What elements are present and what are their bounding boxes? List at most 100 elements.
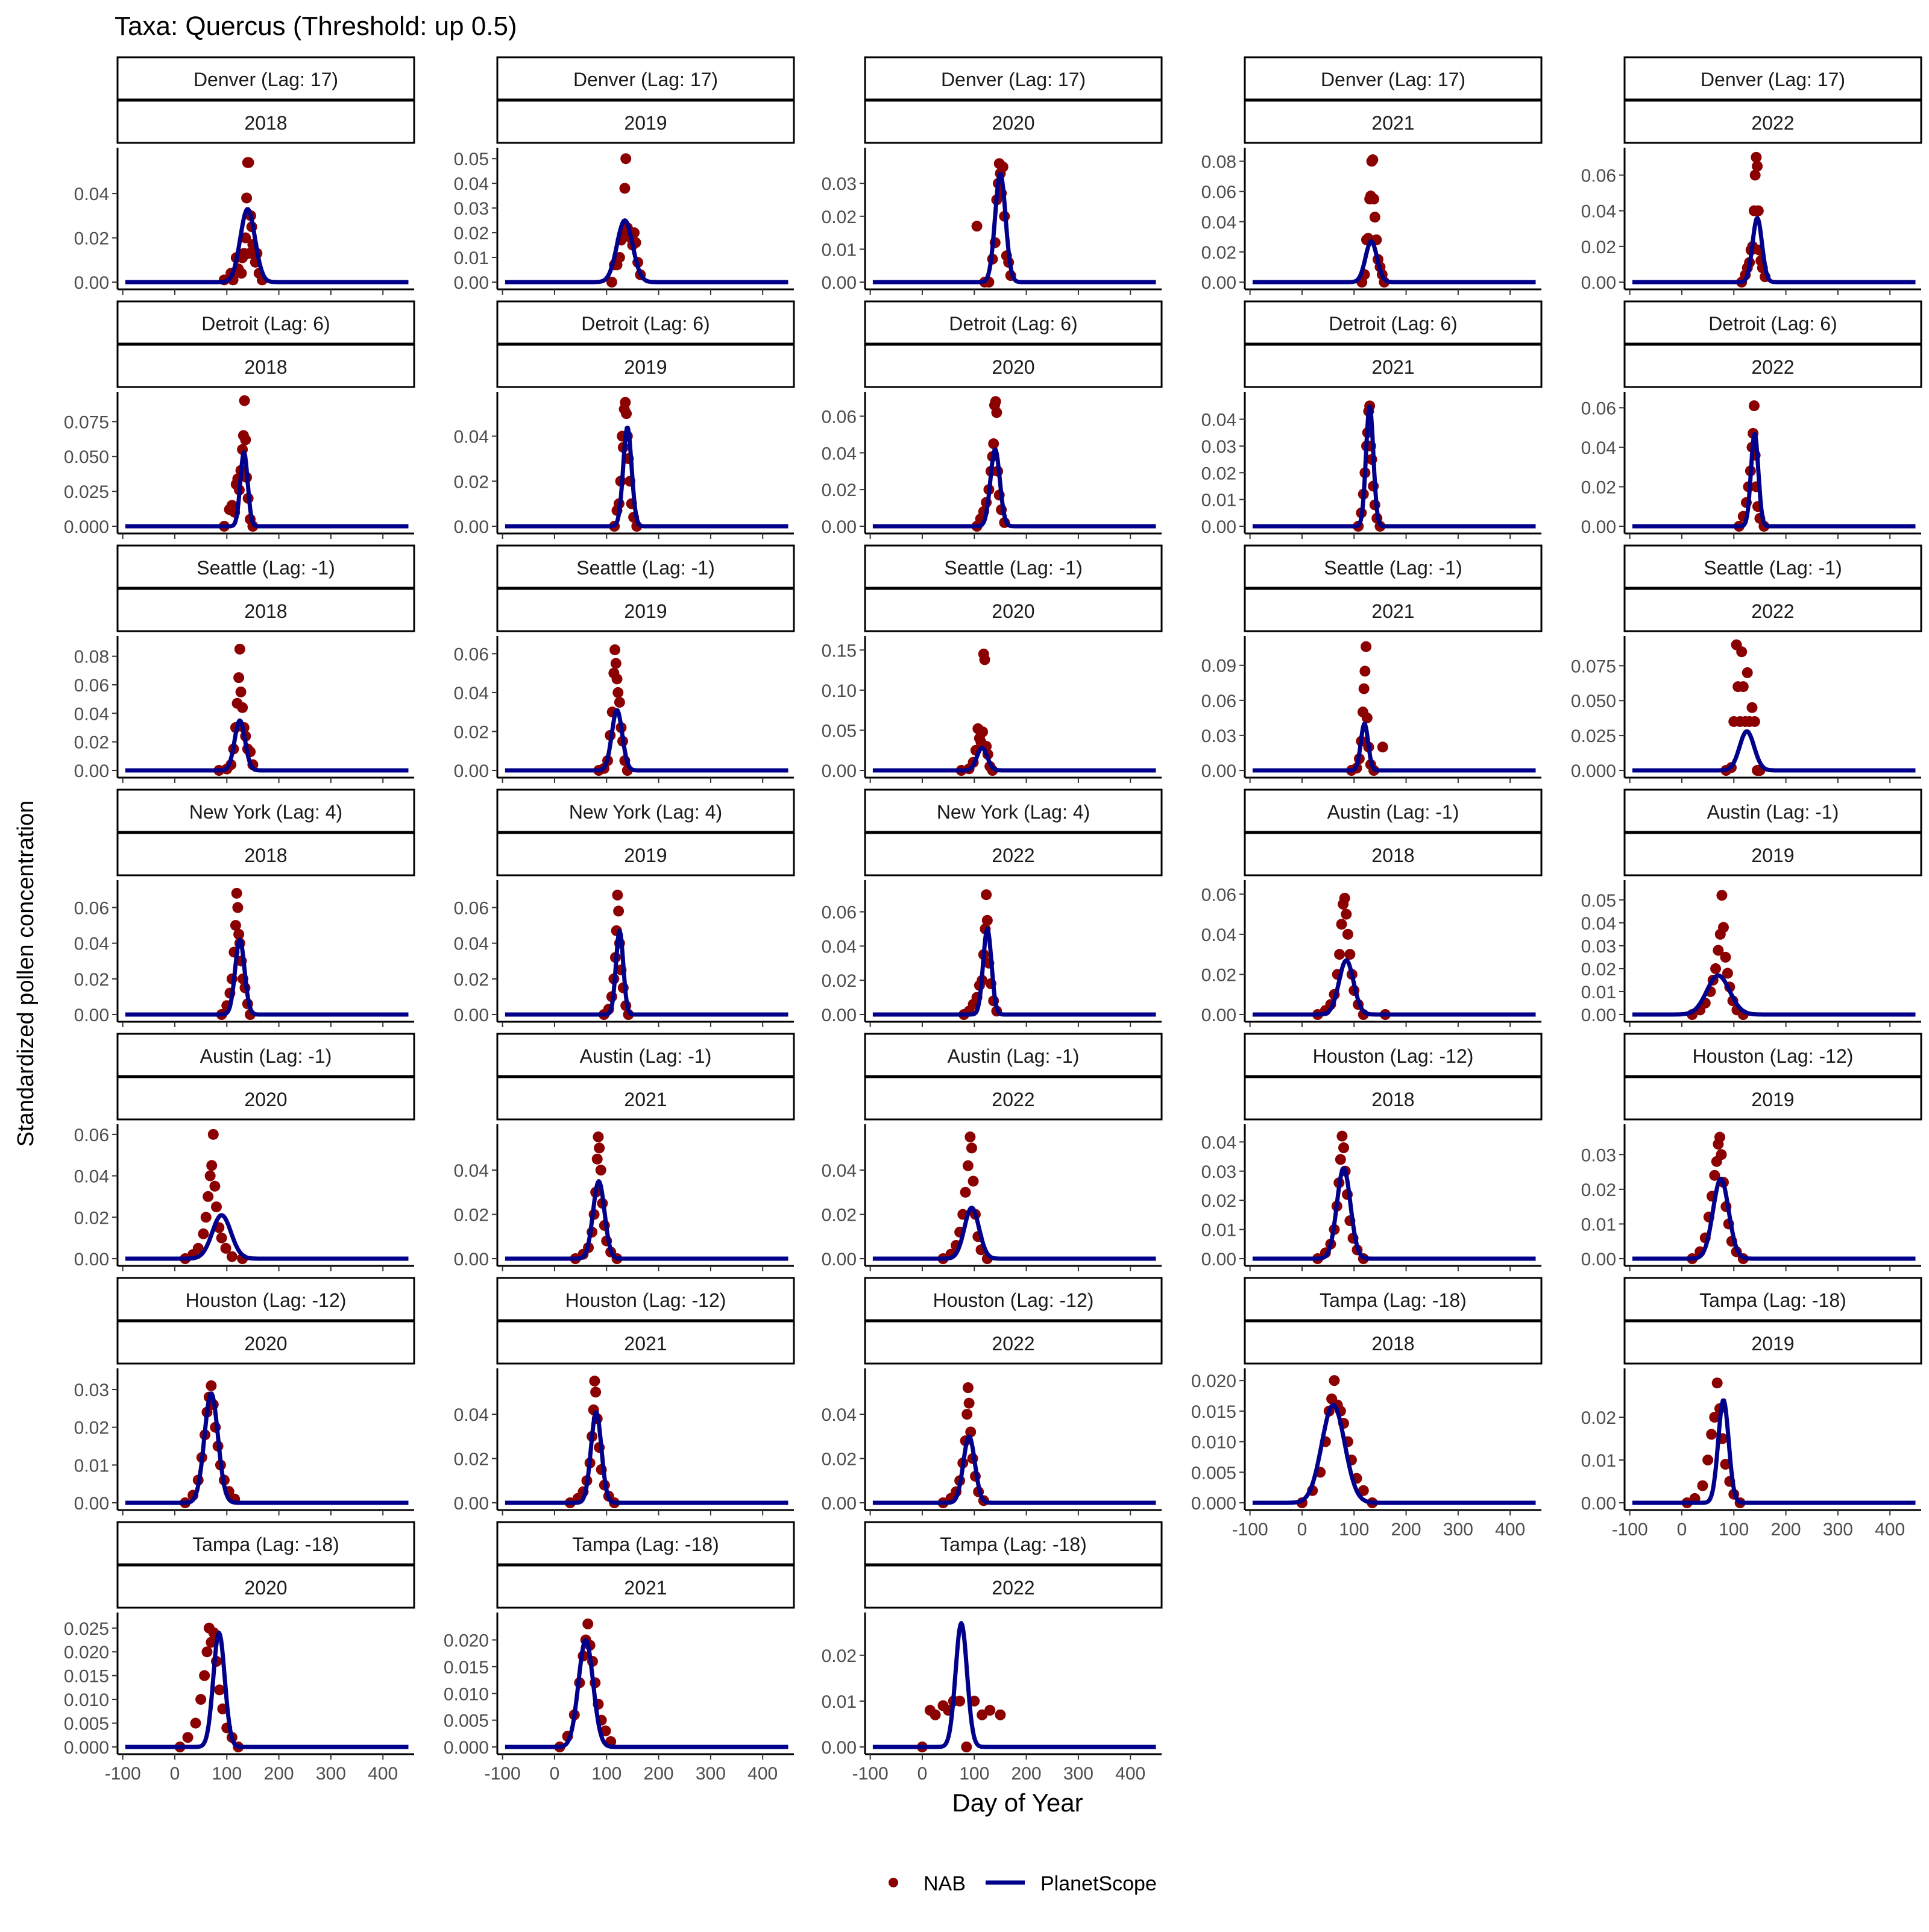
y-tick-label: 0.050	[64, 447, 109, 467]
nab-point	[930, 1709, 941, 1720]
strip-site-box	[116, 300, 415, 345]
nab-point	[230, 920, 241, 931]
y-tick-label: 0.01	[822, 1692, 857, 1712]
nab-point	[968, 1175, 979, 1187]
y-tick-label: 0.02	[822, 480, 857, 500]
y-tick-label: 0.075	[64, 412, 109, 432]
strip-year-box	[496, 588, 795, 632]
nab-point	[1716, 1149, 1727, 1160]
y-tick-label: 0.005	[444, 1711, 489, 1731]
nab-point	[991, 407, 1002, 418]
y-tick-label: 0.000	[444, 1738, 489, 1758]
x-tick-label: 200	[1391, 1520, 1421, 1540]
strip-year-label: 2019	[1751, 1089, 1794, 1110]
strip-site-label: New York (Lag: 4)	[937, 801, 1090, 823]
strip-site-box	[1244, 788, 1543, 833]
strip-year-box	[116, 832, 415, 876]
y-tick-label: 0.025	[64, 482, 109, 502]
strip-site-label: Seattle (Lag: -1)	[1324, 557, 1462, 579]
strip-year-box	[1244, 1320, 1543, 1365]
planetscope-line	[124, 718, 410, 773]
strip-year-label: 2022	[1751, 600, 1794, 622]
y-tick-label: 0.04	[454, 1161, 489, 1181]
nab-point	[1336, 1130, 1348, 1142]
x-tick-label: 200	[644, 1764, 674, 1784]
x-tick-label: 0	[1297, 1520, 1308, 1540]
strip-year-box	[116, 1320, 415, 1365]
facet-panel: Seattle (Lag: -1) 2019 0.00 0.02 0.04 0.06	[454, 544, 795, 783]
facet-panel: Tampa (Lag: -18) 2021 0.000 0.005 0.010 0.015…	[444, 1521, 795, 1784]
chart-title: Taxa: Quercus (Threshold: up 0.5)	[115, 11, 517, 41]
y-tick-label: 0.00	[1581, 517, 1616, 537]
nab-point	[960, 1186, 971, 1198]
strip-site-label: New York (Lag: 4)	[189, 801, 342, 823]
nab-point	[962, 1160, 974, 1171]
nab-point	[200, 1212, 212, 1223]
nab-point	[220, 1242, 231, 1254]
nab-point	[1737, 681, 1749, 693]
y-tick-label: 0.06	[822, 407, 857, 427]
strip-site-label: Tampa (Lag: -18)	[192, 1534, 339, 1555]
y-tick-label: 0.02	[822, 971, 857, 991]
y-tick-label: 0.02	[1581, 960, 1616, 980]
nab-point	[232, 902, 244, 913]
nab-point	[1344, 949, 1356, 960]
y-tick-label: 0.06	[1581, 166, 1616, 186]
nab-point	[589, 1376, 600, 1387]
strip-site-label: Denver (Lag: 17)	[1701, 69, 1845, 90]
strip-year-box	[1244, 1076, 1543, 1121]
nab-point	[1368, 194, 1380, 205]
planetscope-line	[1631, 1398, 1917, 1505]
y-tick-label: 0.04	[1201, 411, 1236, 430]
strip-site-box	[1244, 1033, 1543, 1077]
strip-site-box	[1623, 56, 1922, 101]
strip-year-label: 2019	[624, 112, 667, 134]
y-tick-label: 0.01	[1201, 1221, 1236, 1241]
strip-year-label: 2022	[1751, 356, 1794, 378]
strip-year-box	[116, 1564, 415, 1609]
y-tick-label: 0.06	[822, 903, 857, 923]
y-tick-label: 0.075	[1571, 656, 1616, 676]
y-tick-label: 0.01	[1201, 491, 1236, 511]
y-tick-label: 0.02	[454, 970, 489, 990]
nab-point	[206, 1637, 217, 1648]
nab-point	[211, 1201, 222, 1213]
y-tick-label: 0.05	[454, 149, 489, 169]
nab-point	[1742, 667, 1753, 678]
nab-point	[190, 1717, 201, 1729]
y-tick-label: 0.08	[1201, 153, 1236, 172]
nab-point	[201, 1646, 213, 1658]
y-tick-label: 0.04	[1581, 202, 1616, 222]
strip-site-label: Austin (Lag: -1)	[1707, 801, 1839, 823]
y-tick-label: 0.02	[74, 733, 109, 753]
strip-year-box	[1244, 588, 1543, 632]
x-tick-label: -100	[105, 1764, 141, 1784]
strip-year-label: 2020	[992, 356, 1034, 378]
strip-year-label: 2020	[992, 112, 1034, 134]
y-tick-label: 0.02	[822, 1450, 857, 1470]
y-tick-label: 0.00	[822, 1738, 857, 1758]
y-tick-label: 0.00	[822, 273, 857, 293]
y-tick-label: 0.020	[64, 1643, 109, 1663]
strip-year-box	[864, 99, 1163, 144]
nab-point	[979, 654, 990, 666]
nab-point	[1697, 1480, 1708, 1491]
y-tick-label: 0.020	[1191, 1371, 1236, 1391]
y-tick-label: 0.00	[74, 761, 109, 781]
y-tick-label: 0.04	[74, 1167, 109, 1187]
nab-point	[239, 395, 250, 406]
strip-year-box	[116, 99, 415, 144]
strip-year-box	[496, 1564, 795, 1609]
strip-year-label: 2018	[1371, 845, 1414, 866]
y-tick-label: 0.08	[74, 647, 109, 667]
nab-point	[237, 702, 248, 713]
strip-site-box	[116, 1521, 415, 1565]
nab-point	[582, 1618, 594, 1629]
nab-point	[619, 183, 631, 194]
nab-point	[1377, 741, 1388, 753]
y-tick-label: 0.00	[822, 761, 857, 781]
nab-point	[612, 889, 623, 901]
y-tick-label: 0.00	[1581, 1005, 1616, 1025]
planetscope-line	[1631, 216, 1917, 285]
y-tick-label: 0.03	[1201, 726, 1236, 746]
